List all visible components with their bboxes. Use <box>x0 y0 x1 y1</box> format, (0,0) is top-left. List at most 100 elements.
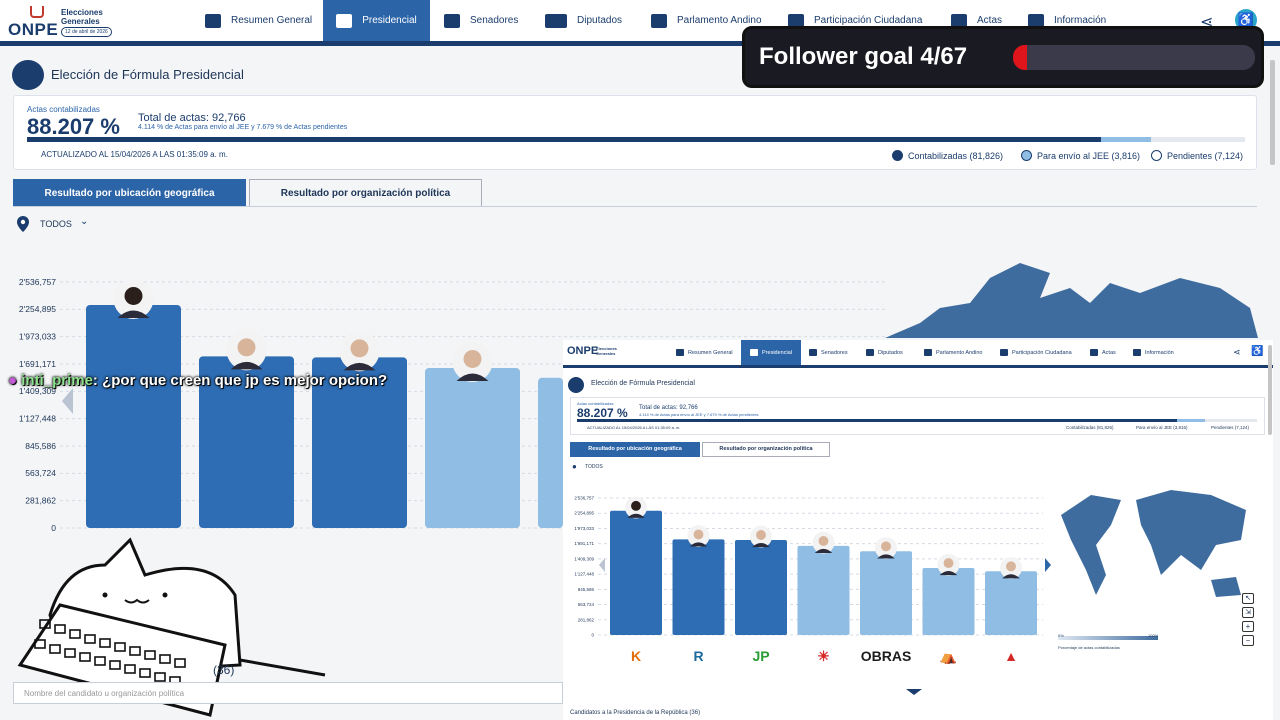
seal-icon <box>750 349 759 356</box>
bar-0[interactable] <box>86 304 181 528</box>
mini-actas-percent: 88.207 % <box>577 406 628 420</box>
info-icon <box>1133 349 1141 356</box>
bar-0[interactable] <box>610 510 662 635</box>
y-tick-label: 2'536,757 <box>574 496 594 501</box>
mini-chart-next-arrow[interactable] <box>1045 558 1051 572</box>
bar-1[interactable] <box>672 539 725 635</box>
nav-parlamento-andino[interactable]: Parlamento Andino <box>651 0 771 41</box>
y-tick-label: 1'127,448 <box>574 572 594 577</box>
party-logo: OBRAS <box>861 648 912 664</box>
y-tick-label: 0 <box>591 633 594 638</box>
nav-participacion-ciudadana[interactable]: Participación Ciudadana <box>788 0 928 41</box>
mini-accessibility-icon[interactable]: ♿ <box>1251 346 1264 357</box>
candidate-suit <box>939 571 958 576</box>
mini-tab-ubicacion-geografica[interactable]: Resultado por ubicación geográfica <box>570 442 700 457</box>
onpe-logo[interactable]: ONPE Elecciones Generales 12 de abril de … <box>8 6 118 40</box>
grid-icon <box>676 349 684 356</box>
ballot-icon <box>30 6 44 18</box>
mini-compass-icon[interactable]: ↖ <box>1242 593 1254 604</box>
bar-4[interactable] <box>538 377 563 528</box>
mini-nav-informacion[interactable]: Información <box>1133 340 1174 365</box>
mini-tab-organizacion-politica[interactable]: Resultado por organización política <box>702 442 830 457</box>
mini-chevron-down-icon[interactable] <box>906 689 922 695</box>
bar-3[interactable] <box>797 545 850 635</box>
embedded-screen-capture: ONPE Elecciones Generales Resumen General… <box>563 340 1273 720</box>
page-header: Elección de Fórmula Presidencial <box>0 51 1280 91</box>
legend-jee: Para envío al JEE (3,816) <box>1021 150 1140 161</box>
y-tick-label: 1'973,033 <box>19 332 56 342</box>
nav-senadores[interactable]: Senadores <box>444 0 534 41</box>
mini-world-map[interactable] <box>1051 485 1251 610</box>
page-title: Elección de Fórmula Presidencial <box>51 67 244 82</box>
nav-informacion[interactable]: Información <box>1028 0 1118 41</box>
mic-icon: ● <box>8 372 18 389</box>
chart-prev-arrow[interactable] <box>62 388 73 414</box>
mini-zoom-out-icon[interactable]: − <box>1242 635 1254 646</box>
candidate-suit <box>877 554 895 559</box>
mini-scrollbar[interactable] <box>1268 345 1272 435</box>
tab-organizacion-politica[interactable]: Resultado por organización política <box>249 179 482 207</box>
nav-presidencial[interactable]: Presidencial <box>323 0 430 41</box>
mini-chart-prev-arrow[interactable] <box>599 558 605 572</box>
tab-ubicacion-geografica[interactable]: Resultado por ubicación geográfica <box>13 179 246 207</box>
candidate-search-input[interactable]: Nombre del candidato u organización polí… <box>13 682 563 704</box>
follower-goal-widget: Follower goal 4/67 <box>742 26 1264 88</box>
mini-nav-diputados[interactable]: Diputados <box>866 340 903 365</box>
grid-icon <box>205 13 221 28</box>
bar-2[interactable] <box>735 539 787 635</box>
election-date: 12 de abril de 2026 <box>61 27 112 37</box>
senate-icon <box>444 13 460 28</box>
bar-4[interactable] <box>860 551 912 635</box>
chevron-down-icon[interactable]: ⌄ <box>80 216 89 227</box>
y-tick-label: 1'409,309 <box>19 386 56 396</box>
nav-diputados[interactable]: Diputados <box>545 0 635 41</box>
mini-summary-card: Actas contabilizadas 88.207 % Total de a… <box>570 397 1265 435</box>
party-logo: K <box>631 648 641 664</box>
candidate-face <box>818 535 829 546</box>
candidate-face <box>631 500 641 511</box>
mini-results-chart: 2'536,757 2'254,895 1'973,033 1'691,171 1'40… <box>574 496 1043 665</box>
mini-nav-participacion-ciudadana[interactable]: Participación Ciudadana <box>1000 340 1072 365</box>
legend-pendientes: Pendientes (7,124) <box>1151 150 1243 161</box>
page-scrollbar[interactable] <box>1270 60 1275 165</box>
mini-location-filter[interactable]: TODOS <box>585 464 603 470</box>
y-tick-label: 1'973,033 <box>574 526 594 531</box>
mini-progress-bar <box>577 419 1257 422</box>
accessibility-icon[interactable]: ♿ <box>1235 9 1257 31</box>
senate-icon <box>809 349 817 356</box>
bar-5[interactable] <box>922 568 975 635</box>
candidates-count: (36) <box>213 663 235 677</box>
mini-nav-presidencial[interactable]: Presidencial <box>741 340 801 365</box>
candidate-face <box>124 286 143 305</box>
bar-2[interactable] <box>312 357 407 528</box>
y-tick-label: 2'254,895 <box>19 304 56 314</box>
nav-actas[interactable]: Actas <box>951 0 1011 41</box>
world-map[interactable] <box>880 258 1260 348</box>
y-tick-label: 563,724 <box>25 468 56 478</box>
mini-share-icon[interactable]: ⋖ <box>1233 347 1241 357</box>
progress-contabilizadas <box>27 137 1102 142</box>
candidate-face <box>943 558 954 569</box>
candidate-suit <box>456 373 489 381</box>
nav-resumen-general[interactable]: Resumen General <box>205 0 315 41</box>
candidate-face <box>463 349 482 368</box>
mini-pan-icon[interactable]: ⇲ <box>1242 607 1254 618</box>
candidate-face <box>693 529 704 540</box>
bar-3[interactable] <box>425 367 520 528</box>
dot-icon <box>1021 150 1032 161</box>
mini-nav-senadores[interactable]: Senadores <box>809 340 848 365</box>
bar-1[interactable] <box>199 356 294 528</box>
y-tick-label: 281,862 <box>578 617 595 622</box>
y-tick-label: 845,586 <box>578 587 595 592</box>
people-icon <box>788 13 804 28</box>
mini-nav-resumen-general[interactable]: Resumen General <box>676 340 733 365</box>
location-filter[interactable]: TODOS <box>40 219 72 229</box>
mini-zoom-in-icon[interactable]: + <box>1242 621 1254 632</box>
bar-6[interactable] <box>985 571 1037 635</box>
candidate-suit <box>230 361 263 370</box>
mini-nav-actas[interactable]: Actas <box>1090 340 1116 365</box>
mini-nav-parlamento-andino[interactable]: Parlamento Andino <box>924 340 982 365</box>
y-tick-label: 1'691,171 <box>574 541 594 546</box>
actas-percent: 88.207 % <box>27 114 120 139</box>
party-logo: ☀ <box>817 648 830 664</box>
